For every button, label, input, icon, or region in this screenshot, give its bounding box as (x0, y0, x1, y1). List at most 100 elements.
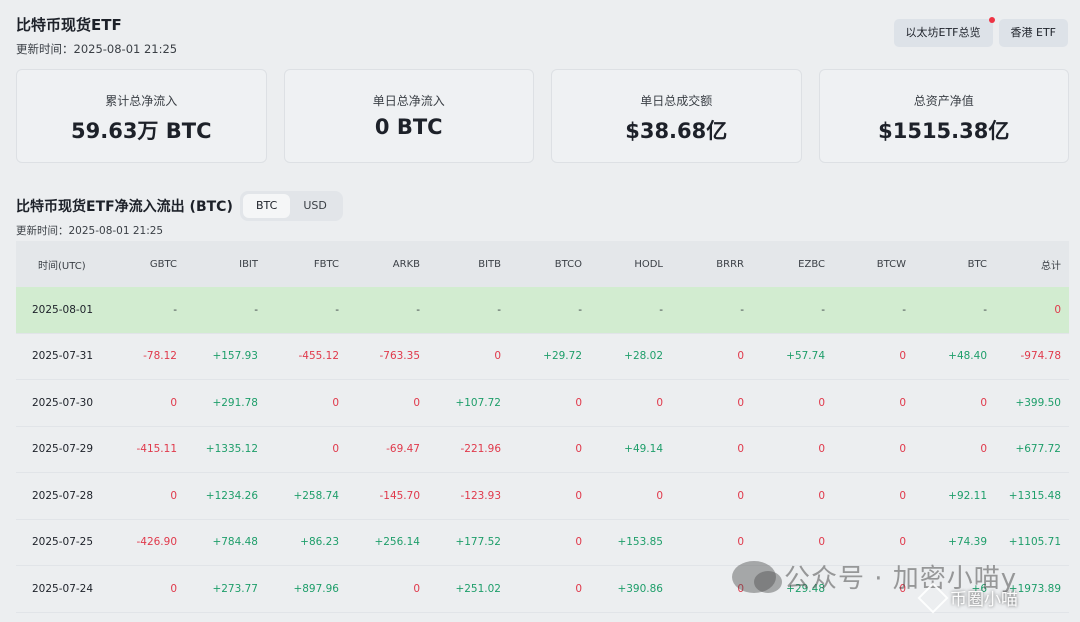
watermark-text-2: 币圈小喵 (950, 590, 1018, 610)
value-cell: - (902, 303, 906, 316)
summary-cards: 累计总净流入 59.63万 BTC 单日总净流入 0 BTC 单日总成交额 $3… (16, 69, 1069, 163)
value-cell: 0 (899, 582, 906, 595)
value-cell: - (254, 303, 258, 316)
card-daily-volume: 单日总成交额 $38.68亿 (551, 69, 802, 163)
value-cell: +784.48 (212, 536, 258, 549)
value-cell: - (497, 303, 501, 316)
toggle-usd[interactable]: USD (303, 199, 327, 212)
table-row: 2025-07-28 0 +1234.26 +258.74 -145.70 -123.93… (16, 473, 1069, 520)
value-cell: 0 (737, 443, 744, 456)
value-cell: +1973.89 (1008, 582, 1061, 595)
unit-toggle: BTC USD (240, 191, 343, 221)
value-cell: - (416, 303, 420, 316)
date-cell: 2025-07-29 (32, 443, 94, 456)
value-cell: -426.90 (136, 536, 177, 549)
value-cell: -415.11 (136, 443, 177, 456)
hk-etf-button[interactable]: 香港 ETF (998, 19, 1068, 47)
value-cell: +273.77 (212, 582, 258, 595)
value-cell: 0 (332, 443, 339, 456)
update-time: 更新时间：2025-08-01 21:25 (16, 42, 178, 56)
value-cell: 0 (818, 443, 825, 456)
value-cell: 0 (818, 396, 825, 409)
value-cell: 0 (980, 396, 987, 409)
column-header: IBIT (239, 258, 258, 270)
value-cell: 0 (575, 536, 582, 549)
value-cell: 0 (737, 396, 744, 409)
value-cell: -974.78 (1020, 350, 1061, 363)
value-cell: +177.52 (455, 536, 501, 549)
column-header: BRRR (716, 258, 744, 270)
value-cell: -145.70 (379, 489, 420, 502)
section-update-time: 更新时间：2025-08-01 21:25 (16, 225, 164, 237)
value-cell: - (173, 303, 177, 316)
value-cell: +157.93 (212, 350, 258, 363)
value-cell: +1335.12 (205, 443, 258, 456)
value-cell: 0 (899, 536, 906, 549)
column-header: BTCW (876, 258, 906, 270)
card-daily-inflow: 单日总净流入 0 BTC (283, 69, 534, 163)
value-cell: - (335, 303, 339, 316)
value-cell: 0 (899, 443, 906, 456)
watermark: 公众号 · 加密小喵y (732, 558, 1017, 595)
card-value: 59.63万 BTC (71, 119, 212, 143)
value-cell: +677.72 (1015, 443, 1061, 456)
value-cell: 0 (575, 582, 582, 595)
column-header: BTCO (554, 258, 582, 270)
column-header: GBTC (149, 258, 177, 270)
value-cell: 0 (494, 350, 501, 363)
column-header: BTC (967, 258, 987, 270)
top-buttons: 以太坊ETF总览 香港 ETF (893, 17, 1068, 47)
column-header: HODL (634, 258, 663, 270)
watermark-text: 公众号 · 加密小喵y (784, 564, 1018, 594)
value-cell: +29.72 (543, 350, 582, 363)
date-cell: 2025-07-24 (32, 582, 94, 595)
column-header: FBTC (313, 258, 339, 270)
toggle-btc[interactable]: BTC (243, 194, 291, 218)
notification-dot (988, 17, 995, 23)
table-row: 2025-07-31 -78.12 +157.93 -455.12 -763.35 0 +2… (16, 334, 1069, 380)
table-header-row: 时间(UTC) GBTC IBIT FBTC ARKB BITB BTCO HODL BRRR E… (16, 241, 1069, 287)
value-cell: 0 (737, 350, 744, 363)
value-cell: 0 (818, 489, 825, 502)
card-label: 总资产净值 (913, 94, 974, 108)
value-cell: -763.35 (379, 350, 420, 363)
date-cell: 2025-07-30 (32, 396, 94, 409)
card-value: $38.68亿 (625, 119, 728, 143)
date-cell: 2025-07-28 (32, 489, 94, 502)
column-header: 总计 (1041, 260, 1061, 272)
value-cell: -455.12 (298, 350, 339, 363)
column-header: ARKB (392, 258, 420, 270)
page-header: 比特币现货ETF 更新时间：2025-08-01 21:25 (16, 14, 177, 57)
value-cell: 0 (980, 443, 987, 456)
value-cell: 0 (575, 396, 582, 409)
value-cell: 0 (737, 536, 744, 549)
value-cell: +49.14 (624, 443, 663, 456)
value-cell: 0 (575, 443, 582, 456)
value-cell: +107.72 (455, 396, 501, 409)
value-cell: +57.74 (786, 350, 825, 363)
date-cell: 2025-08-01 (32, 303, 94, 316)
column-header: 时间(UTC) (38, 260, 86, 272)
table-row: 2025-07-30 0 +291.78 0 0 +107.72 0 0 0 0 0 0 +399.50 (16, 380, 1069, 427)
value-cell: 0 (413, 582, 420, 595)
value-cell: -221.96 (460, 443, 501, 456)
value-cell: +92.11 (948, 489, 987, 502)
value-cell: - (821, 303, 825, 316)
page-title: 比特币现货ETF (16, 16, 122, 34)
value-cell: 0 (656, 489, 663, 502)
eth-etf-overview-button[interactable]: 以太坊ETF总览 (893, 17, 995, 47)
value-cell: +256.14 (374, 536, 420, 549)
column-header: EZBC (798, 258, 825, 270)
date-cell: 2025-07-25 (32, 536, 94, 549)
value-cell: 0 (656, 396, 663, 409)
card-value: $1515.38亿 (878, 119, 1010, 143)
table-row: 2025-07-24 0 +273.77 +897.96 0 +251.02 0 +390.8… (16, 566, 1069, 613)
value-cell: 0 (899, 350, 906, 363)
table-body: 2025-08-01 - - - - - - - - - - - 0 2025-07-31 -78.12 +1… (16, 287, 1069, 613)
value-cell: +291.78 (212, 396, 258, 409)
table-row: 2025-07-25 -426.90 +784.48 +86.23 +256.14 +17… (16, 520, 1069, 566)
date-cell: 2025-07-31 (32, 350, 94, 363)
value-cell: - (659, 303, 663, 316)
value-cell: 0 (332, 396, 339, 409)
card-total-nav: 总资产净值 $1515.38亿 (818, 69, 1069, 163)
